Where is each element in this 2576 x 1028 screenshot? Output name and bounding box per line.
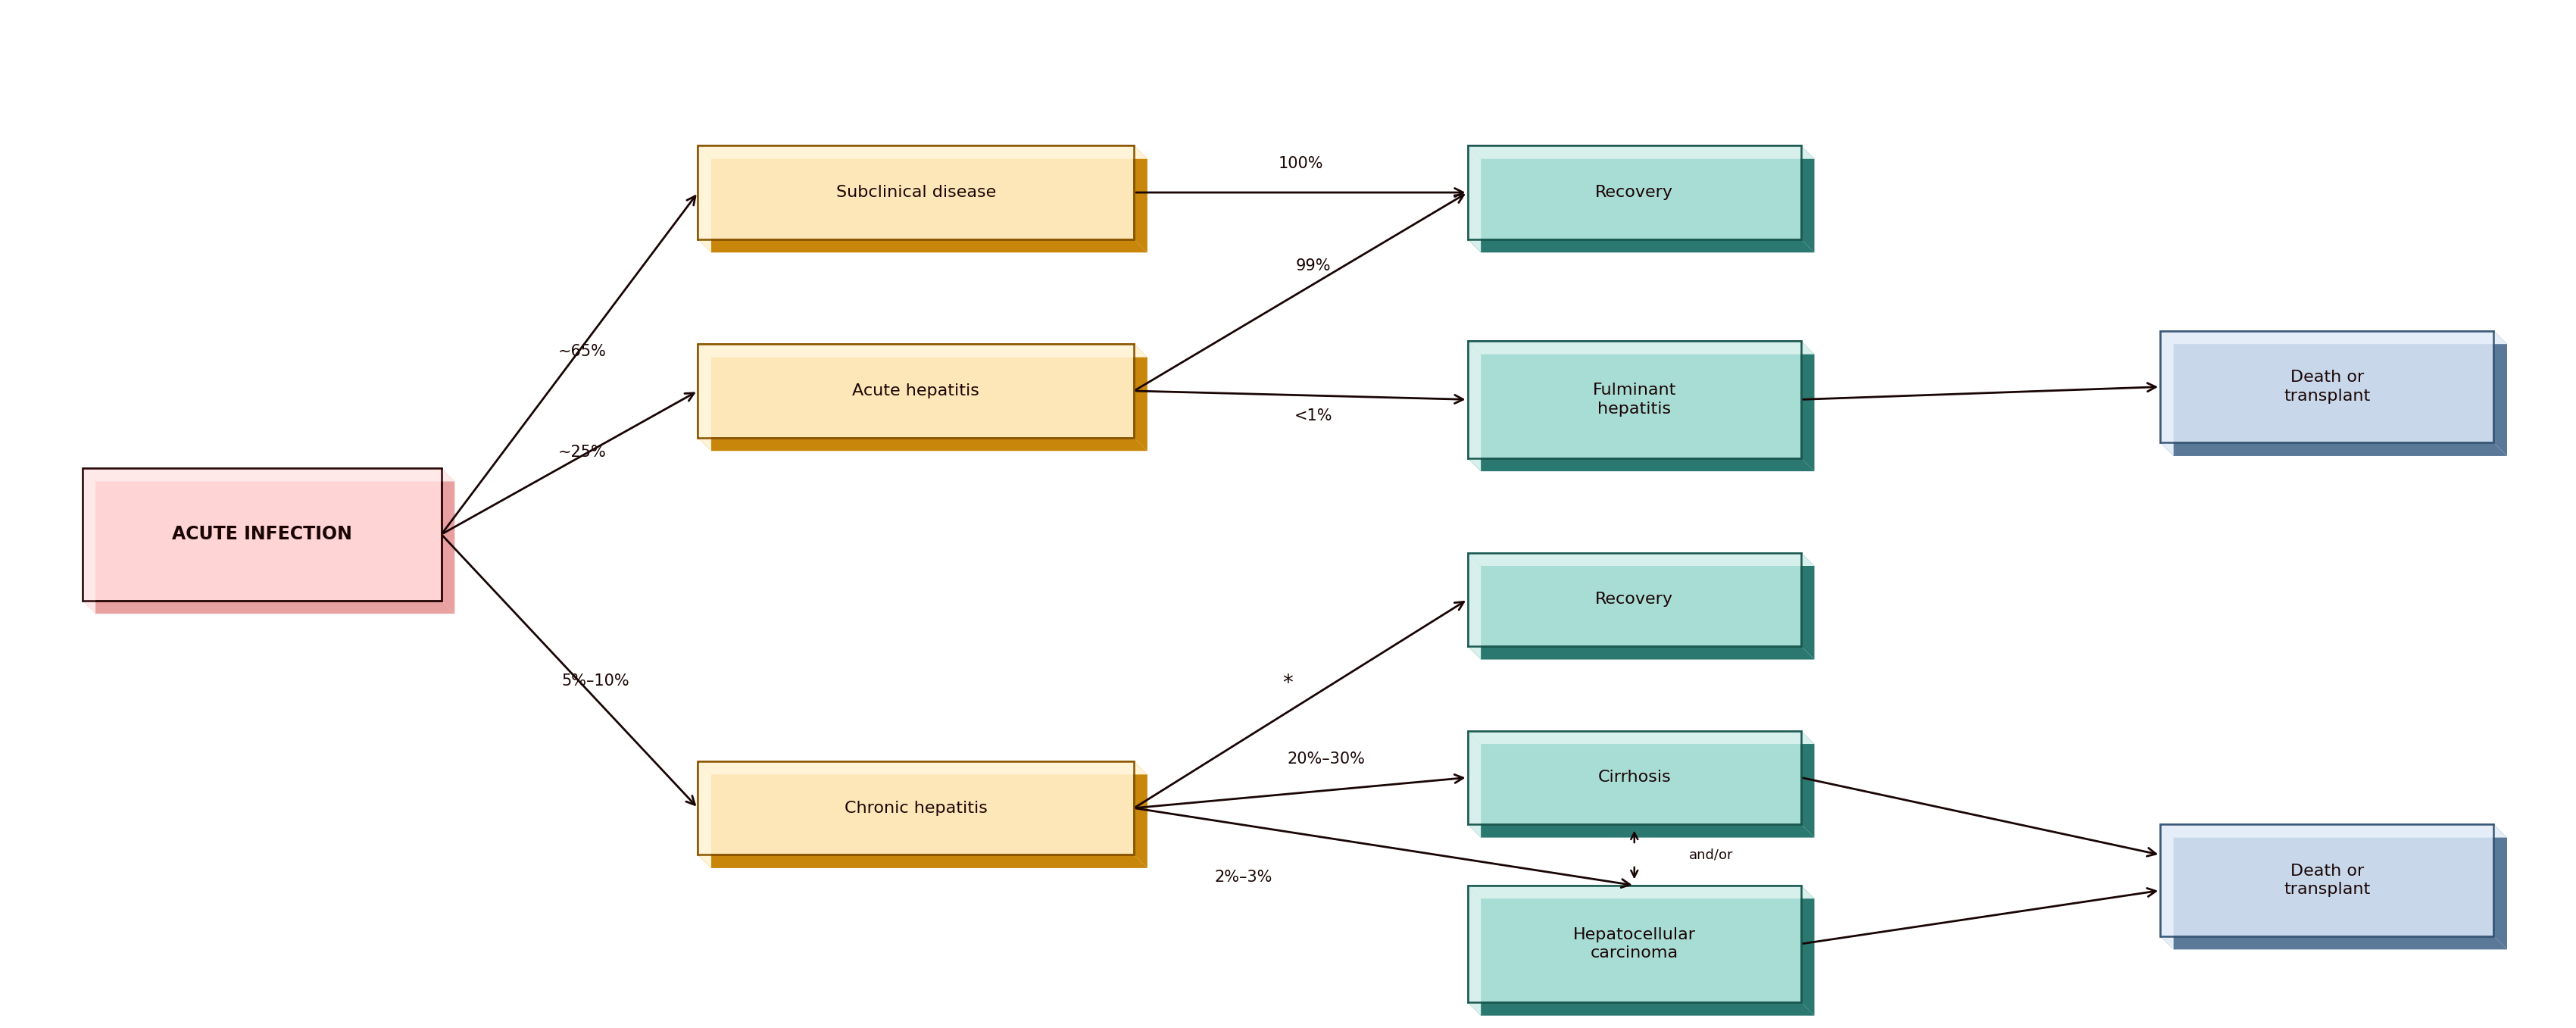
Polygon shape bbox=[2161, 331, 2506, 344]
FancyBboxPatch shape bbox=[1468, 731, 1801, 824]
Polygon shape bbox=[1468, 647, 1814, 660]
Polygon shape bbox=[698, 762, 711, 868]
Polygon shape bbox=[1801, 885, 1814, 1016]
Polygon shape bbox=[1801, 553, 1814, 660]
Polygon shape bbox=[698, 146, 711, 253]
Text: 99%: 99% bbox=[1296, 259, 1332, 273]
Polygon shape bbox=[1133, 344, 1146, 451]
Polygon shape bbox=[1468, 553, 1481, 660]
Polygon shape bbox=[698, 762, 1146, 774]
Polygon shape bbox=[1133, 146, 1146, 253]
Polygon shape bbox=[2161, 824, 2506, 838]
Polygon shape bbox=[1133, 762, 1146, 868]
Text: Recovery: Recovery bbox=[1595, 185, 1674, 200]
Text: 5%–10%: 5%–10% bbox=[562, 673, 629, 689]
Polygon shape bbox=[2161, 824, 2174, 950]
Text: 20%–30%: 20%–30% bbox=[1288, 751, 1365, 767]
FancyBboxPatch shape bbox=[2161, 331, 2494, 443]
FancyBboxPatch shape bbox=[1468, 553, 1801, 647]
Polygon shape bbox=[1468, 341, 1814, 355]
FancyBboxPatch shape bbox=[1468, 146, 1801, 240]
Polygon shape bbox=[698, 146, 1146, 159]
Polygon shape bbox=[82, 600, 456, 614]
Polygon shape bbox=[82, 468, 95, 614]
Text: Death or
transplant: Death or transplant bbox=[2285, 370, 2370, 404]
FancyBboxPatch shape bbox=[698, 146, 1133, 240]
Text: Acute hepatitis: Acute hepatitis bbox=[853, 383, 979, 399]
Text: and/or: and/or bbox=[1690, 848, 1734, 861]
Text: Fulminant
hepatitis: Fulminant hepatitis bbox=[1592, 382, 1677, 416]
Text: *: * bbox=[1283, 672, 1293, 694]
Polygon shape bbox=[1801, 341, 1814, 471]
Polygon shape bbox=[1468, 458, 1814, 471]
FancyBboxPatch shape bbox=[698, 762, 1133, 855]
Text: Hepatocellular
carcinoma: Hepatocellular carcinoma bbox=[1574, 927, 1695, 961]
Polygon shape bbox=[1468, 885, 1814, 898]
Text: ~25%: ~25% bbox=[559, 445, 605, 460]
Text: ACUTE INFECTION: ACUTE INFECTION bbox=[173, 525, 353, 544]
Text: Chronic hepatitis: Chronic hepatitis bbox=[845, 801, 987, 815]
Text: ~65%: ~65% bbox=[559, 343, 608, 359]
Polygon shape bbox=[1468, 553, 1814, 565]
Polygon shape bbox=[1468, 146, 1814, 159]
Text: Recovery: Recovery bbox=[1595, 592, 1674, 608]
Polygon shape bbox=[2161, 937, 2506, 950]
Polygon shape bbox=[1468, 885, 1481, 1016]
Polygon shape bbox=[1801, 731, 1814, 838]
Polygon shape bbox=[698, 344, 1146, 358]
FancyBboxPatch shape bbox=[1468, 885, 1801, 1002]
Polygon shape bbox=[1468, 146, 1481, 253]
FancyBboxPatch shape bbox=[698, 344, 1133, 438]
Text: 2%–3%: 2%–3% bbox=[1213, 870, 1273, 885]
FancyBboxPatch shape bbox=[82, 468, 440, 600]
Text: Cirrhosis: Cirrhosis bbox=[1597, 770, 1672, 785]
Polygon shape bbox=[1468, 731, 1481, 838]
Text: 100%: 100% bbox=[1278, 156, 1324, 172]
Polygon shape bbox=[440, 468, 456, 614]
Polygon shape bbox=[2161, 443, 2506, 456]
Polygon shape bbox=[1468, 341, 1481, 471]
Polygon shape bbox=[2494, 331, 2506, 456]
Polygon shape bbox=[1468, 240, 1814, 253]
FancyBboxPatch shape bbox=[2161, 824, 2494, 937]
Text: Subclinical disease: Subclinical disease bbox=[837, 185, 997, 200]
Polygon shape bbox=[698, 438, 1146, 451]
Polygon shape bbox=[82, 468, 456, 481]
Polygon shape bbox=[1801, 146, 1814, 253]
Polygon shape bbox=[698, 240, 1146, 253]
Polygon shape bbox=[698, 855, 1146, 868]
Polygon shape bbox=[1468, 824, 1814, 838]
Polygon shape bbox=[1468, 731, 1814, 744]
Polygon shape bbox=[2161, 331, 2174, 456]
Polygon shape bbox=[1468, 1002, 1814, 1016]
Text: <1%: <1% bbox=[1296, 408, 1332, 424]
Text: Death or
transplant: Death or transplant bbox=[2285, 864, 2370, 897]
Polygon shape bbox=[698, 344, 711, 451]
FancyBboxPatch shape bbox=[1468, 341, 1801, 458]
Polygon shape bbox=[2494, 824, 2506, 950]
